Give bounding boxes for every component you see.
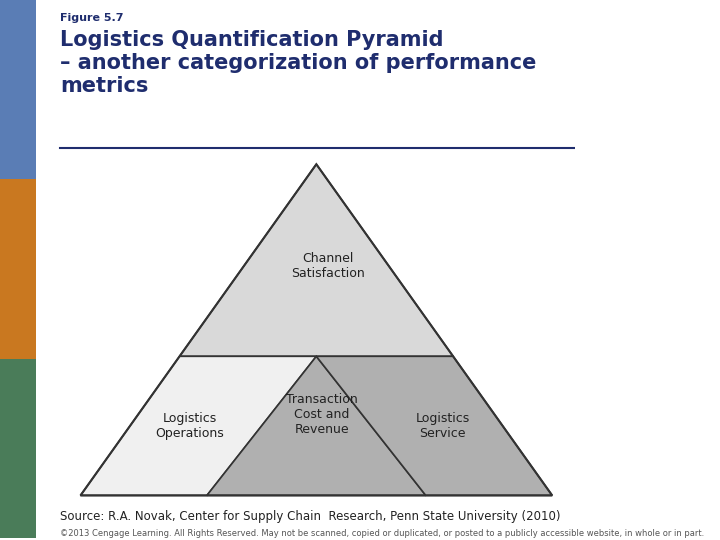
Text: ©2013 Cengage Learning. All Rights Reserved. May not be scanned, copied or dupli: ©2013 Cengage Learning. All Rights Reser… [60,529,705,538]
Text: Figure 5.7: Figure 5.7 [60,14,124,23]
Bar [0,179,36,359]
Text: Channel
Satisfaction: Channel Satisfaction [291,252,365,280]
Text: Logistics Quantification Pyramid
– another categorization of performance
metrics: Logistics Quantification Pyramid – anoth… [60,30,537,96]
Text: Source: R.A. Novak, Center for Supply Chain  Research, Penn State University (20: Source: R.A. Novak, Center for Supply Ch… [60,510,561,523]
Polygon shape [179,164,453,356]
Text: Transaction
Cost and
Revenue: Transaction Cost and Revenue [287,393,358,436]
Text: Logistics
Service: Logistics Service [415,412,469,440]
Polygon shape [81,356,316,495]
Text: Logistics
Operations: Logistics Operations [156,412,225,440]
Polygon shape [207,356,426,495]
Bar [0,0,36,179]
Polygon shape [316,356,552,495]
Bar [0,359,36,538]
